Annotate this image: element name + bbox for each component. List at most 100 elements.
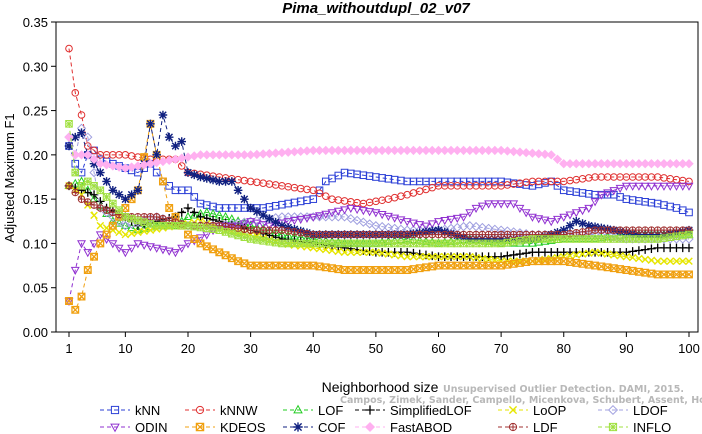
data-point-knn [660, 201, 668, 209]
legend-swatch-marker [293, 404, 303, 414]
data-point-kdeos [503, 260, 512, 269]
data-point-knn [184, 186, 192, 195]
legend-swatch-marker [608, 422, 618, 432]
data-point-inflo [228, 229, 236, 238]
data-point-ldf [472, 230, 480, 239]
data-point-inflo [171, 221, 180, 230]
plot-frame [55, 21, 699, 333]
data-point-ldof [346, 213, 356, 224]
data-point-fastabod [646, 159, 657, 169]
data-point-kdeos [509, 259, 518, 268]
data-point-knn [685, 208, 693, 217]
data-point-loop [353, 248, 361, 257]
data-point-fastabod [446, 145, 456, 156]
data-point-ldf [478, 230, 487, 239]
data-point-fastabod [508, 146, 519, 157]
data-point-ldof [352, 215, 362, 226]
legend-item-cof: COF [283, 420, 346, 434]
data-point-cof [121, 194, 130, 204]
series-layer [64, 44, 694, 314]
legend-swatch-marker [293, 422, 303, 432]
legend-label: LoOP [533, 403, 566, 418]
data-point-fastabod [101, 160, 112, 170]
data-point-loop [622, 252, 631, 261]
data-point-fastabod [339, 145, 350, 156]
legend-label: FastABOD [390, 420, 452, 434]
data-point-knnw [390, 193, 399, 202]
data-point-odin [258, 221, 268, 230]
data-point-cof [152, 150, 161, 160]
data-point-fastabod [634, 159, 644, 169]
data-point-ldf [622, 226, 631, 234]
data-point-odin [70, 266, 80, 275]
data-point-simplifiedlof [684, 243, 694, 253]
data-point-knnw [685, 177, 693, 186]
data-point-fastabod [627, 159, 638, 169]
data-point-odin [628, 182, 638, 191]
data-point-inflo [347, 239, 355, 248]
data-point-inflo [372, 239, 380, 248]
data-point-odin [95, 231, 105, 240]
data-point-inflo [234, 231, 242, 240]
data-point-inflo [359, 239, 368, 248]
data-point-inflo [497, 239, 505, 248]
data-point-odin [427, 220, 437, 229]
legend-label: LOF [318, 403, 343, 418]
data-point-ldf [303, 229, 311, 238]
data-point-inflo [221, 228, 230, 236]
data-point-inflo [434, 239, 443, 248]
data-point-inflo [603, 235, 612, 243]
data-point-odin [358, 207, 368, 216]
data-point-inflo [503, 238, 512, 247]
data-point-ldf [422, 230, 430, 239]
data-point-cof [578, 219, 587, 228]
data-point-ldf [65, 182, 73, 190]
data-point-ldf [90, 201, 98, 209]
data-point-loop [516, 257, 524, 265]
data-point-ldf [440, 230, 449, 239]
data-point-cof [102, 177, 111, 186]
data-point-odin [402, 218, 412, 227]
data-point-odin [553, 215, 562, 225]
data-point-odin [283, 218, 293, 227]
data-point-inflo [315, 239, 324, 248]
data-point-fastabod [615, 159, 625, 169]
data-point-fastabod [496, 145, 506, 156]
data-point-kdeos [641, 268, 650, 277]
data-point-inflo [177, 221, 186, 230]
data-point-knnw [309, 186, 318, 195]
data-point-fastabod [402, 145, 412, 156]
data-point-cof [233, 185, 243, 195]
data-point-ldf [397, 230, 405, 239]
data-point-odin [102, 235, 112, 244]
data-point-loop [572, 251, 581, 259]
data-point-ldof [471, 221, 481, 232]
y-tick-label: 0.35 [23, 15, 48, 30]
data-point-fastabod [515, 147, 525, 157]
legend-label: ODIN [135, 420, 168, 434]
data-point-cof [208, 175, 218, 185]
data-point-inflo [340, 239, 349, 248]
legend-item-simplifiedlof: SimplifiedLOF [355, 403, 472, 418]
data-point-inflo [296, 239, 305, 248]
legend-label: kNNW [220, 403, 258, 418]
data-point-ldf [459, 230, 468, 239]
data-point-loop [397, 252, 405, 260]
data-point-ldf [453, 230, 462, 239]
data-point-ldf [660, 226, 668, 234]
data-point-inflo [466, 239, 474, 248]
data-point-odin [634, 182, 644, 191]
data-point-loop [447, 252, 455, 261]
data-point-inflo [134, 216, 142, 225]
data-point-loop [321, 245, 330, 254]
data-point-cof [108, 185, 118, 195]
series-odin [64, 182, 694, 306]
legend-label: COF [318, 420, 346, 434]
data-point-odin [534, 215, 544, 224]
data-point-cof [146, 119, 155, 129]
data-point-inflo [184, 221, 192, 230]
data-point-inflo [628, 235, 637, 243]
data-point-inflo [666, 233, 675, 242]
data-point-knn [190, 193, 199, 201]
data-point-knnw [90, 146, 98, 155]
